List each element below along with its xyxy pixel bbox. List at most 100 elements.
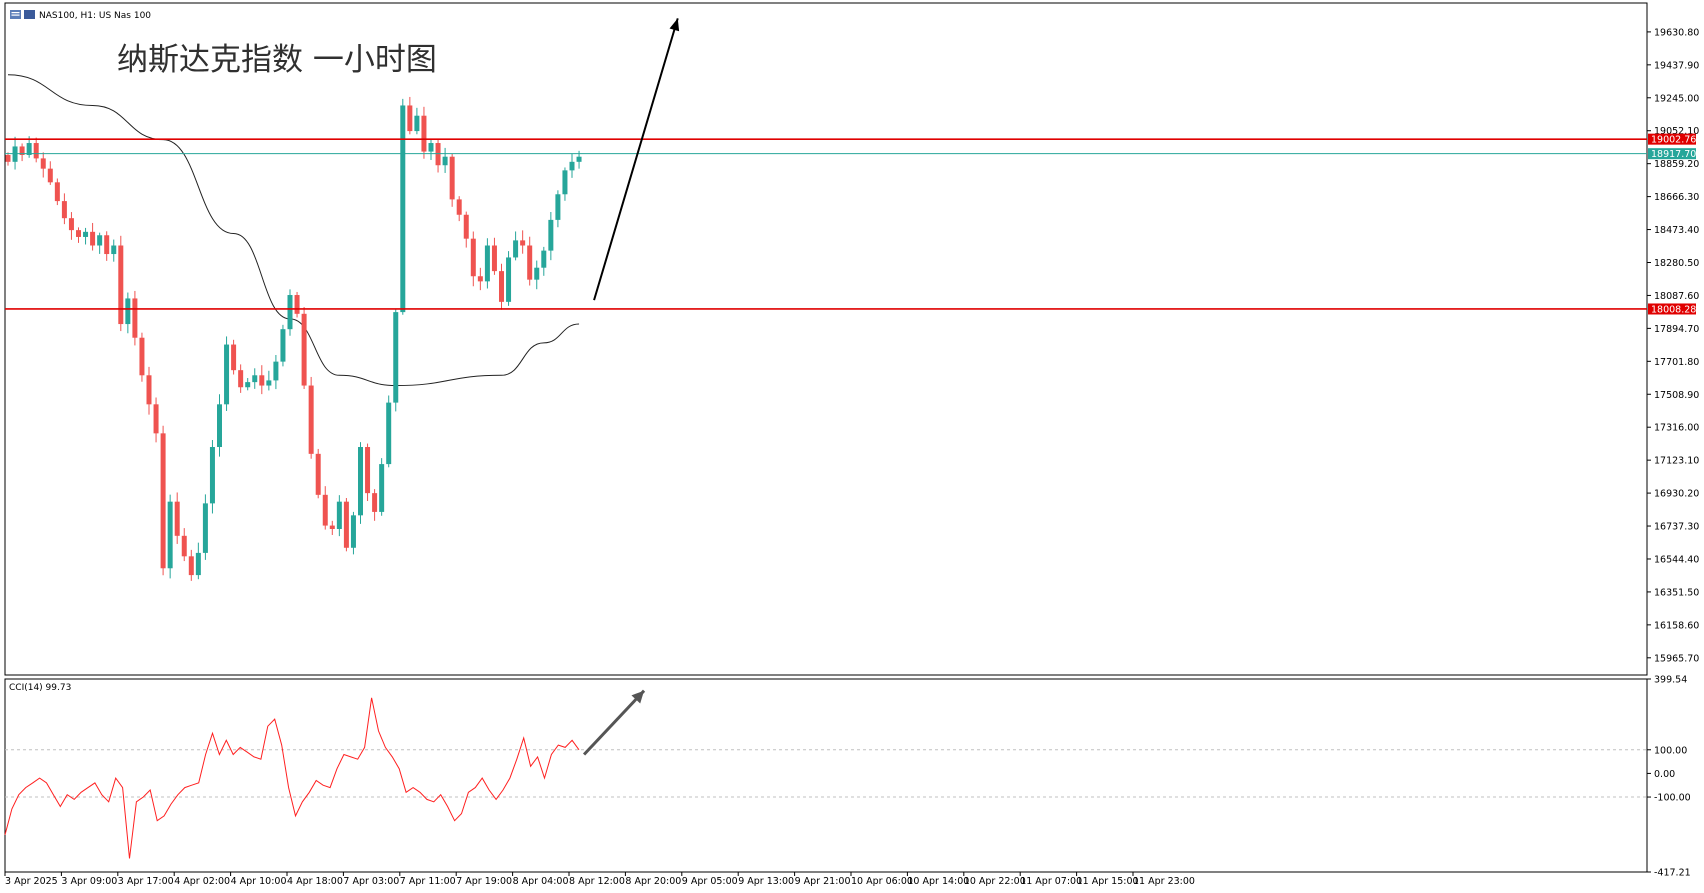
time-tick-label: 9 Apr 13:00 [738, 876, 794, 887]
price-tick-label: 19630.80 [1654, 27, 1699, 38]
candle-body [576, 156, 582, 162]
candle-body [513, 240, 519, 258]
cci-panel-frame [4, 678, 1648, 873]
cci-y-axis: 399.54 100.00 0.00 -100.00 -417.21 [5, 675, 1691, 879]
cci-line [4, 697, 580, 859]
cci-tick-label: -100.00 [1654, 793, 1691, 804]
candle-body [463, 214, 469, 239]
chart-menu-icon-line [11, 12, 20, 14]
annotation-title: 纳斯达克指数 一小时图 [117, 42, 437, 78]
candle-body [266, 380, 272, 386]
candle-body [343, 501, 349, 548]
time-tick-label: 3 Apr 17:00 [118, 876, 174, 887]
candle-body [153, 404, 159, 434]
candle-body [428, 143, 434, 152]
symbol-header-text: NAS100, H1: US Nas 100 [39, 11, 151, 21]
candle-body [365, 447, 371, 494]
cci-label: CCI(14) 99.73 [9, 683, 71, 693]
price-y-axis: 19630.80 19437.90 19245.00 19052.10 18859.20… [1647, 27, 1699, 664]
price-tick-label: 19052.10 [1654, 126, 1699, 137]
cci-arrow-shaft[interactable] [582, 689, 646, 756]
time-tick-label: 10 Apr 06:00 [851, 876, 913, 887]
candle-body [118, 245, 124, 325]
candle-body [407, 105, 413, 132]
price-tick-label: 16351.50 [1654, 587, 1699, 598]
support-price-tag [1648, 303, 1696, 315]
candle-body [167, 501, 173, 569]
price-tick-label: 19437.90 [1654, 60, 1699, 71]
candle-body [400, 105, 406, 313]
candle-body [294, 295, 300, 314]
time-tick-label: 8 Apr 20:00 [625, 876, 681, 887]
candle-body [541, 250, 547, 268]
trend-arrow-shaft[interactable] [593, 18, 679, 301]
candle-body [520, 240, 526, 246]
candle-body [97, 235, 103, 246]
price-tick-label: 18087.60 [1654, 291, 1699, 302]
candles [5, 96, 582, 581]
time-tick-label: 7 Apr 03:00 [343, 876, 399, 887]
price-tick-label: 16930.20 [1654, 489, 1699, 500]
time-x-axis: 3 Apr 2025 3 Apr 09:00 3 Apr 17:00 4 Apr 02… [4, 872, 1195, 887]
current-price-tag [1648, 148, 1696, 160]
time-tick-label: 4 Apr 18:00 [287, 876, 343, 887]
candle-body [421, 115, 427, 152]
price-tick-label: 17316.00 [1654, 423, 1699, 434]
candle-body [555, 194, 561, 220]
cci-tick-label: 100.00 [1654, 745, 1687, 756]
time-tick-label: 7 Apr 11:00 [400, 876, 456, 887]
candle-body [132, 298, 138, 338]
candle-body [188, 556, 194, 576]
horizontal-levels[interactable]: 19002.76 18008.28 18917.70 [5, 133, 1696, 316]
time-tick-label: 9 Apr 05:00 [682, 876, 738, 887]
time-tick-label: 4 Apr 02:00 [174, 876, 230, 887]
candle-body [442, 156, 448, 166]
candle-body [527, 245, 533, 280]
candle-body [252, 375, 258, 383]
price-tick-label: 17123.10 [1654, 456, 1699, 467]
candle-body [19, 146, 25, 155]
time-tick-label: 3 Apr 2025 [5, 876, 58, 887]
price-tick-label: 16544.40 [1654, 554, 1699, 565]
cci-polyline [4, 697, 580, 859]
candle-body [301, 313, 307, 386]
candle-body [54, 182, 60, 202]
candle-body [484, 245, 490, 282]
candle-body [224, 344, 230, 405]
time-tick-label: 10 Apr 22:00 [964, 876, 1026, 887]
candle-body [414, 115, 420, 132]
moving-average-line [7, 74, 580, 387]
candle-body [181, 535, 187, 557]
cci-tick-label: 399.54 [1654, 675, 1687, 686]
price-tick-label: 17701.80 [1654, 357, 1699, 368]
candle-body [315, 453, 321, 495]
candle-body [238, 370, 244, 388]
candle-body [280, 329, 286, 362]
price-tick-label: 18280.50 [1654, 258, 1699, 269]
cci-arrow-head [631, 690, 645, 704]
candle-body [372, 493, 378, 512]
resistance-price-tag [1648, 133, 1696, 145]
candle-body [569, 161, 575, 171]
candle-body [506, 257, 512, 302]
candle-body [125, 298, 131, 325]
candle-body [259, 375, 265, 386]
candle-body [449, 156, 455, 200]
candle-body [245, 382, 251, 388]
resistance-price-label: 19002.76 [1651, 135, 1696, 146]
time-tick-label: 4 Apr 10:00 [231, 876, 287, 887]
candle-body [329, 525, 335, 529]
cci-tick-label: 0.00 [1654, 769, 1675, 780]
trend-arrow[interactable] [593, 18, 680, 301]
price-tick-label: 18473.40 [1654, 225, 1699, 236]
candle-body [202, 503, 208, 553]
candle-body [562, 170, 568, 195]
price-tick-label: 19245.00 [1654, 93, 1699, 104]
chart-window-icon[interactable] [24, 10, 35, 19]
price-tick-label: 16737.30 [1654, 522, 1699, 533]
cci-trend-arrow[interactable] [582, 689, 646, 756]
cci-tick-label: -417.21 [1654, 868, 1691, 879]
candle-body [393, 312, 399, 403]
